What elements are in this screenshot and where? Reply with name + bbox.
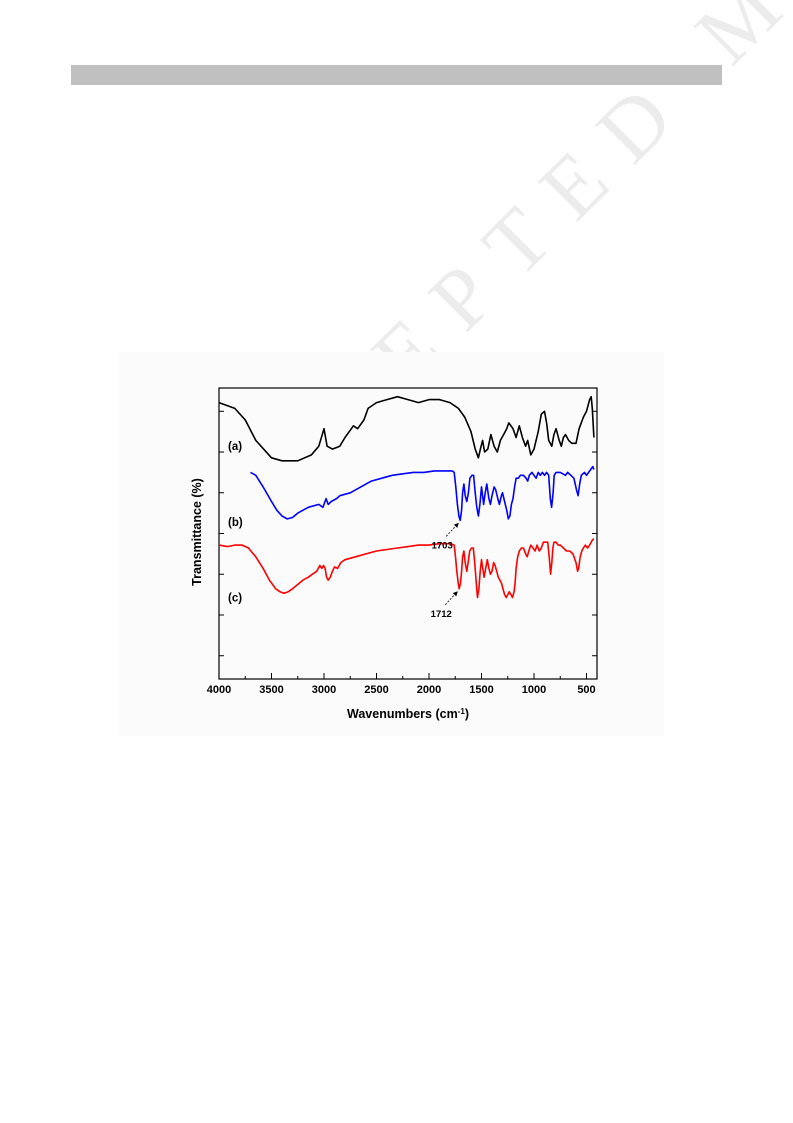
x-tick-label: 3500 [259,684,283,696]
series-line-3 [218,538,594,599]
x-axis-title-sup: -1 [458,707,466,716]
annotation-arrow-2 [444,591,458,606]
series-label-1: (a) [228,441,242,453]
x-tick-label: 2000 [417,684,441,696]
plot-frame [218,387,598,680]
annotation-label-1: 1703 [432,540,453,551]
curve-labels: (a) (b) (c) [228,441,243,604]
series-label-3: (c) [228,593,242,605]
x-tick-label: 3000 [312,684,336,696]
x-tick-label: 4000 [207,684,231,696]
x-axis-title: Wavenumbers (cm-1) [347,707,469,722]
x-tick-label: 2500 [364,684,388,696]
x-axis-ticks: 4000 3500 3000 2500 2000 1500 1000 500 [207,673,596,696]
annotation-label-2: 1712 [431,609,452,620]
ftir-chart: 4000 3500 3000 2500 2000 1500 1000 500 (a) (b) (c… [190,387,598,722]
annotations: 1703 1712 [431,522,459,620]
x-axis-title-tail: ) [465,707,469,721]
y-axis-title: Transmittance (%) [190,478,204,586]
figure-panel: 4000 3500 3000 2500 2000 1500 1000 500 (a) (b) (c… [119,352,664,736]
x-tick-label: 1000 [522,684,546,696]
annotation-arrow-1 [445,522,459,537]
x-axis-title-main: Wavenumbers (cm [347,707,458,721]
series-line-1 [218,395,595,462]
page-header-bar [71,65,722,85]
x-tick-label: 500 [577,684,595,696]
series-line-2 [250,465,595,522]
x-tick-label: 1500 [469,684,493,696]
series-label-2: (b) [228,517,243,529]
y-axis-ticks [219,410,597,657]
spectra-curves [218,395,595,599]
